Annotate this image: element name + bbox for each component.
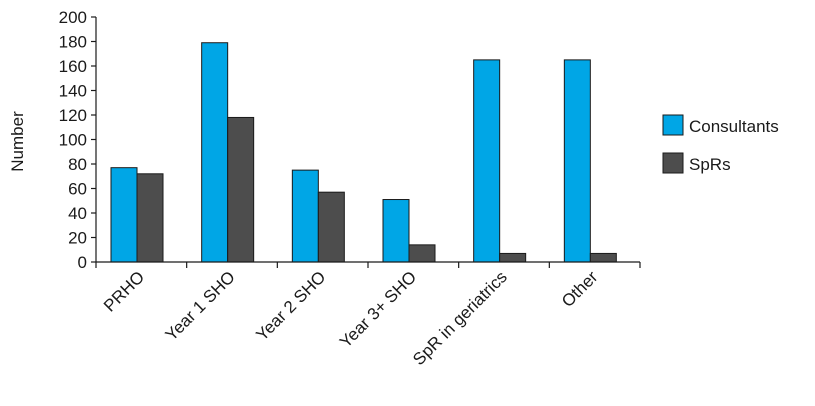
bar-consultants-4 [473, 59, 501, 263]
bars-group [110, 42, 617, 263]
legend-label-consultants: Consultants [689, 117, 779, 136]
y-tick-label: 0 [78, 253, 87, 272]
bar-sprs-1 [227, 116, 255, 263]
bar-sprs-2 [317, 191, 345, 263]
x-category-label: Year 2 SHO [252, 267, 329, 344]
bar-consultants-0 [110, 167, 138, 263]
x-category-label: PRHO [100, 267, 148, 315]
bar-sprs-3 [408, 244, 436, 263]
bar-consultants-2 [291, 169, 319, 263]
y-tick-label: 180 [59, 33, 87, 52]
x-category-label: SpR in geriatrics [409, 267, 511, 369]
y-tick-label: 60 [68, 180, 87, 199]
y-axis-title: Number [8, 111, 27, 172]
bar-sprs-4 [499, 252, 527, 263]
bar-sprs-0 [136, 173, 164, 263]
y-tick-label: 140 [59, 82, 87, 101]
x-category-label: Year 3+ SHO [336, 267, 420, 351]
legend-label-sprs: SpRs [689, 155, 731, 174]
legend-swatch-sprs [662, 152, 684, 174]
y-tick-label: 100 [59, 131, 87, 150]
y-tick-label: 120 [59, 106, 87, 125]
y-tick-label: 20 [68, 229, 87, 248]
bar-sprs-5 [589, 252, 617, 263]
y-tick-label: 160 [59, 57, 87, 76]
x-category-label: Other [558, 267, 602, 311]
legend-swatch-consultants [662, 114, 684, 136]
axes-group [95, 17, 640, 263]
bar-consultants-5 [563, 59, 591, 263]
bar-consultants-3 [382, 199, 410, 263]
y-ticks-group: 0 20 40 60 80 100 120 140 160 180 200 [59, 8, 96, 272]
y-tick-label: 40 [68, 204, 87, 223]
y-tick-label: 80 [68, 155, 87, 174]
y-tick-label: 200 [59, 8, 87, 27]
x-category-label: Year 1 SHO [162, 267, 239, 344]
bar-consultants-1 [201, 42, 229, 263]
legend: Consultants SpRs [662, 114, 779, 174]
